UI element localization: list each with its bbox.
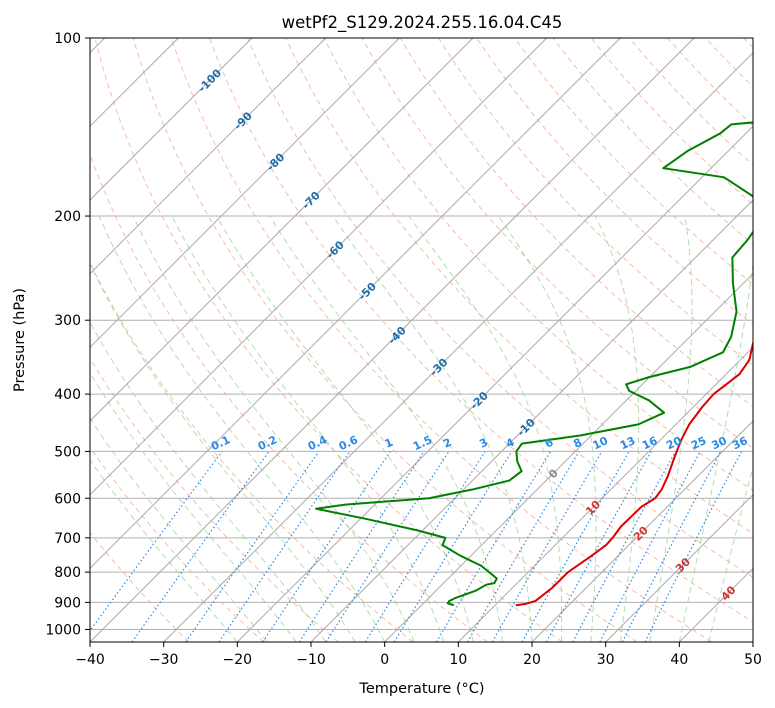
- moist-adiabat: [649, 215, 693, 642]
- isotherm-line: [384, 272, 753, 642]
- x-axis: −40 −30 −20 −10 0 10 20 30 40 50: [75, 642, 762, 668]
- y-tick-label: 1000: [45, 622, 81, 638]
- mixing-ratio-line: [572, 451, 677, 642]
- y-axis: 100 200 300 400 500 600 700 800 900 1000: [45, 31, 90, 638]
- moist-adiabat: [90, 459, 238, 642]
- isotherm-line: [605, 493, 753, 642]
- y-tick-label: 400: [54, 387, 81, 403]
- x-tick-label: 50: [744, 652, 762, 668]
- moist-adiabat: [332, 215, 533, 642]
- isotherm-line: [90, 38, 621, 570]
- isotherm-line: [310, 199, 753, 642]
- moist-adiabat: [90, 417, 268, 642]
- mixing-ratio-line: [466, 451, 580, 642]
- mixing-ratio-line: [435, 451, 552, 642]
- y-tick-label: 900: [54, 595, 81, 611]
- moist-adiabat: [171, 215, 445, 642]
- moist-adiabat: [90, 371, 297, 642]
- x-tick-label: −10: [296, 652, 326, 668]
- mixing-ratio-line: [90, 451, 223, 632]
- temperature-profile: [515, 339, 753, 607]
- moist-adiabat: [594, 215, 640, 642]
- mixing-ratio-line: [218, 451, 351, 642]
- y-axis-label: Pressure (hPa): [12, 288, 28, 392]
- y-tick-label: 200: [54, 209, 81, 225]
- isotherm-line: [236, 125, 753, 642]
- isotherm-line: [90, 38, 400, 349]
- moist-adiabat: [132, 215, 415, 642]
- isotherm-line: [531, 420, 753, 642]
- moist-adiabat: [216, 215, 474, 642]
- y-tick-label: 100: [54, 31, 81, 47]
- isotherm-line: [457, 346, 753, 642]
- mixing-ratio-label: 16: [640, 434, 660, 452]
- moist-adiabat: [98, 215, 386, 642]
- mixing-ratio-line: [325, 451, 450, 642]
- dry-adiabat: [399, 38, 753, 408]
- mixing-ratio-label: 20: [664, 434, 684, 452]
- sounding-lines: [315, 121, 753, 607]
- y-tick-label: 700: [54, 531, 81, 547]
- y-tick-label: 600: [54, 491, 81, 507]
- plot-frame: [89, 37, 754, 643]
- x-tick-label: 20: [523, 652, 541, 668]
- mixing-ratio-label: 36: [730, 434, 750, 452]
- dry-adiabat: [209, 38, 753, 623]
- isotherm-line: [90, 38, 474, 422]
- dry-adiabat: [132, 38, 638, 642]
- dry-adiabat: [323, 38, 753, 492]
- x-tick-label: 30: [597, 652, 615, 668]
- dewpoint-profile: [315, 121, 753, 607]
- mixing-ratio-line: [131, 451, 270, 642]
- x-tick-label: −20: [223, 652, 253, 668]
- dry-adiabat: [94, 38, 563, 642]
- moist-adiabat: [269, 215, 504, 642]
- chart-title: wetPf2_S129.2024.255.16.04.C45: [282, 13, 563, 33]
- moist-adiabat: [678, 259, 753, 642]
- background-lines: [90, 38, 753, 642]
- moist-adiabat: [90, 262, 356, 642]
- dry-adiabat: [438, 38, 753, 366]
- x-tick-label: 40: [670, 652, 688, 668]
- mixing-ratio-line: [364, 451, 486, 642]
- isotherm-line: [90, 38, 327, 275]
- mixing-ratio-label: 30: [710, 434, 730, 452]
- isotherm-line: [90, 38, 253, 201]
- mixing-ratio-line: [545, 451, 652, 642]
- mixing-ratio-line: [521, 451, 630, 642]
- dry-adiabat: [90, 261, 414, 642]
- x-tick-label: 10: [449, 652, 467, 668]
- mixing-ratio-label: 25: [689, 434, 708, 452]
- isotherm-line: [163, 51, 753, 642]
- mixing-ratio-line: [491, 451, 603, 642]
- x-tick-label: −40: [75, 652, 105, 668]
- y-tick-label: 500: [54, 444, 81, 460]
- dry-adiabat: [90, 531, 190, 642]
- mixing-ratio-label: 10: [591, 434, 611, 452]
- y-tick-label: 800: [54, 565, 81, 581]
- moist-adiabat: [408, 215, 563, 642]
- mixing-ratio-line: [393, 451, 513, 642]
- x-tick-label: −30: [149, 652, 179, 668]
- y-tick-label: 300: [54, 313, 81, 329]
- dry-adiabat: [90, 357, 339, 642]
- dry-adiabat: [285, 38, 753, 535]
- plot-background: [90, 38, 753, 642]
- isotherm-line: [90, 38, 548, 496]
- mixing-ratio-label: 13: [618, 434, 637, 452]
- dry-adiabat: [247, 38, 753, 578]
- isotherm-line: [90, 38, 695, 642]
- x-axis-label: Temperature (°C): [358, 681, 484, 697]
- x-tick-label: 0: [380, 652, 389, 668]
- moist-adiabat: [90, 321, 327, 642]
